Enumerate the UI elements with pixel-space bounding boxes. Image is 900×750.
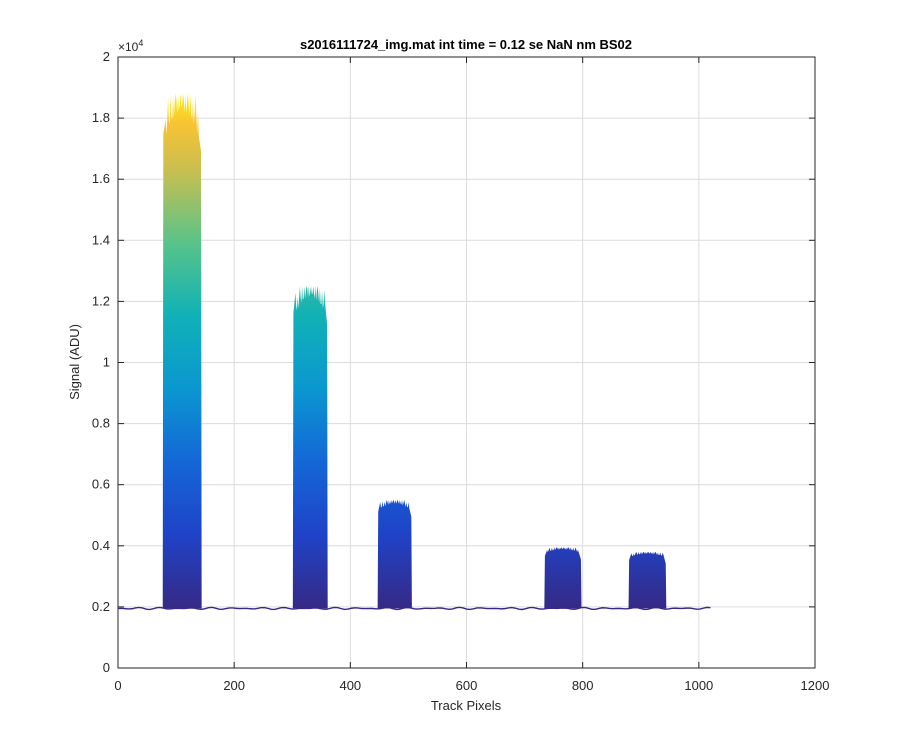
y-tick-label: 2: [103, 49, 110, 64]
x-tick-label: 400: [339, 678, 361, 693]
x-tick-label: 1000: [684, 678, 713, 693]
x-axis-label: Track Pixels: [431, 698, 502, 713]
peak-band-1: [162, 93, 202, 609]
x-tick-label: 800: [572, 678, 594, 693]
y-tick-label: 1.2: [92, 293, 110, 308]
x-tick-label: 1200: [801, 678, 830, 693]
y-tick-label: 1.8: [92, 110, 110, 125]
y-tick-label: 0.2: [92, 599, 110, 614]
y-axis-label: Signal (ADU): [67, 324, 82, 400]
peak-band-2: [292, 286, 328, 609]
y-tick-label: 0.8: [92, 416, 110, 431]
grid: [118, 57, 815, 668]
y-tick-label: 0.6: [92, 477, 110, 492]
peak-band-3: [377, 499, 412, 609]
y-tick-label: 1.6: [92, 171, 110, 186]
y-tick-label: 0.4: [92, 538, 110, 553]
data-layer: [118, 93, 711, 611]
peak-band-4: [544, 547, 582, 609]
x-tick-label: 200: [223, 678, 245, 693]
x-tick-label: 600: [456, 678, 478, 693]
y-axis-exponent: ×104: [118, 38, 143, 54]
y-tick-label: 1.4: [92, 232, 110, 247]
ticks: 0 200 400 600 800 1000 1200 0 0.2 0.4 0.6 0.8 1 1.2 1.…: [92, 49, 830, 693]
x-tick-label: 0: [114, 678, 121, 693]
y-tick-label: 1: [103, 355, 110, 370]
chart-title: s2016111724_img.mat int time = 0.12 se N…: [300, 37, 632, 52]
y-tick-label: 0: [103, 660, 110, 675]
baseline-trace: [118, 606, 711, 611]
peak-band-5: [628, 551, 667, 609]
